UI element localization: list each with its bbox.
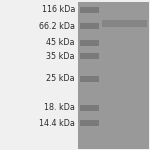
Bar — [102, 20, 147, 27]
Bar — [80, 53, 99, 59]
Bar — [80, 40, 99, 46]
Bar — [78, 2, 148, 148]
Text: 18. kDa: 18. kDa — [44, 103, 75, 112]
Text: 116 kDa: 116 kDa — [42, 5, 75, 14]
Bar — [80, 76, 99, 82]
Bar — [80, 7, 99, 13]
Bar — [80, 105, 99, 111]
Text: 14.4 kDa: 14.4 kDa — [39, 118, 75, 127]
Bar — [80, 23, 99, 29]
Bar — [80, 120, 99, 126]
Text: 35 kDa: 35 kDa — [46, 52, 75, 61]
Text: 66.2 kDa: 66.2 kDa — [39, 22, 75, 31]
Text: 25 kDa: 25 kDa — [46, 74, 75, 83]
Text: 45 kDa: 45 kDa — [46, 38, 75, 47]
